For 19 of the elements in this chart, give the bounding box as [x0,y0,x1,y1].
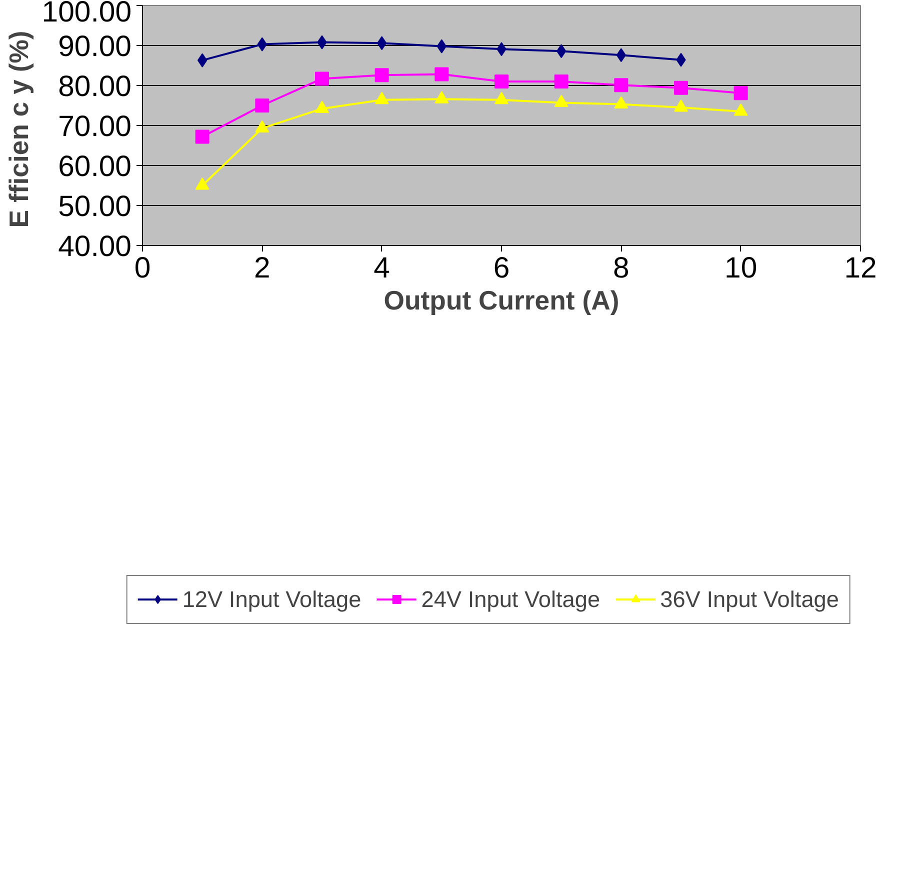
y-tick-label: 100.00 [42,0,132,28]
y-tick-label: 80.00 [58,70,132,103]
y-tick-label: 40.00 [58,230,132,263]
legend-label: 12V Input Voltage [182,586,362,612]
x-tick-label: 2 [254,252,270,284]
x-tick-label: 0 [134,252,151,284]
y-tick-label: 60.00 [58,150,132,183]
y-axis-title: E fficien c y (%) [4,30,34,228]
x-tick-label: 6 [493,252,510,284]
y-tick-label: 90.00 [58,30,132,63]
legend-label: 24V Input Voltage [421,586,600,612]
y-tick-label: 70.00 [58,110,132,143]
x-tick-label: 12 [844,252,877,284]
x-tick-label: 8 [613,252,630,284]
x-tick-label: 10 [724,252,758,284]
legend-label: 36V Input Voltage [660,586,839,612]
y-tick-label: 50.00 [58,190,132,223]
x-axis-title: Output Current (A) [384,286,620,316]
x-tick-label: 4 [374,252,390,284]
